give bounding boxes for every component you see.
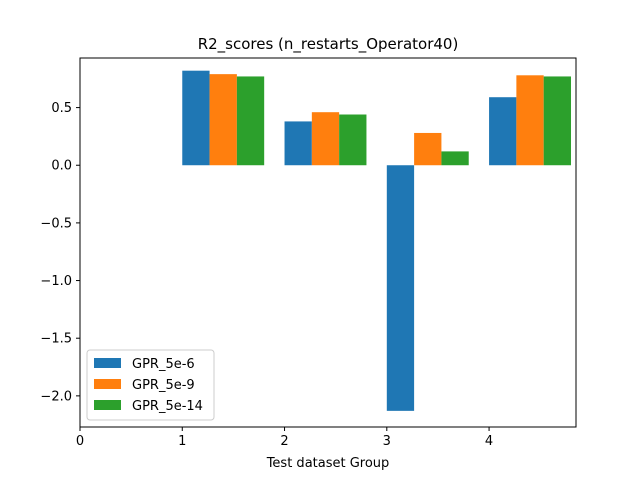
x-tick-label: 2 <box>280 434 288 449</box>
legend-label: GPR_5e-14 <box>132 399 203 414</box>
y-tick-label: −0.5 <box>40 216 72 231</box>
bar-2-group-4 <box>516 75 544 166</box>
bar-1-group-1 <box>182 70 210 166</box>
bar-2-group-2 <box>311 112 340 166</box>
x-axis-label: Test dataset Group <box>266 456 390 471</box>
y-tick-label: −1.5 <box>40 332 72 347</box>
y-tick-label: 0.5 <box>51 101 72 116</box>
bar-3-group-1 <box>236 76 265 166</box>
y-tick-label: 0.0 <box>51 159 72 174</box>
bar-1-group-3 <box>386 165 415 411</box>
bar-3-group-4 <box>543 76 571 166</box>
bar-1-group-4 <box>489 97 517 166</box>
legend-swatch <box>94 358 121 368</box>
axes-frame <box>79 57 577 428</box>
bars <box>182 70 571 411</box>
legend: GPR_5e-6 GPR_5e-9 GPR_5e-14 <box>86 349 215 421</box>
x-tick-label: 0 <box>76 434 84 449</box>
bar-3-group-2 <box>339 114 367 166</box>
x-tick-label: 4 <box>485 434 493 449</box>
y-axis-ticks: 0.5 0.0 −0.5 −1.0 −1.5 −2.0 <box>40 101 80 404</box>
x-tick-label: 1 <box>178 434 186 449</box>
legend-label: GPR_5e-6 <box>132 357 195 372</box>
bar-1-group-2 <box>284 121 312 166</box>
legend-swatch <box>94 379 121 389</box>
chart-title: R2_scores (n_restarts_Operator40) <box>198 35 459 54</box>
x-axis-ticks: 0 1 2 3 4 <box>76 427 493 449</box>
bar-3-group-3 <box>441 151 469 166</box>
x-tick-label: 3 <box>383 434 391 449</box>
y-tick-label: −1.0 <box>40 274 72 289</box>
legend-label: GPR_5e-9 <box>132 378 195 393</box>
legend-swatch <box>94 400 121 410</box>
bar-2-group-3 <box>414 132 442 166</box>
bar-2-group-1 <box>209 74 237 166</box>
y-tick-label: −2.0 <box>40 389 72 404</box>
